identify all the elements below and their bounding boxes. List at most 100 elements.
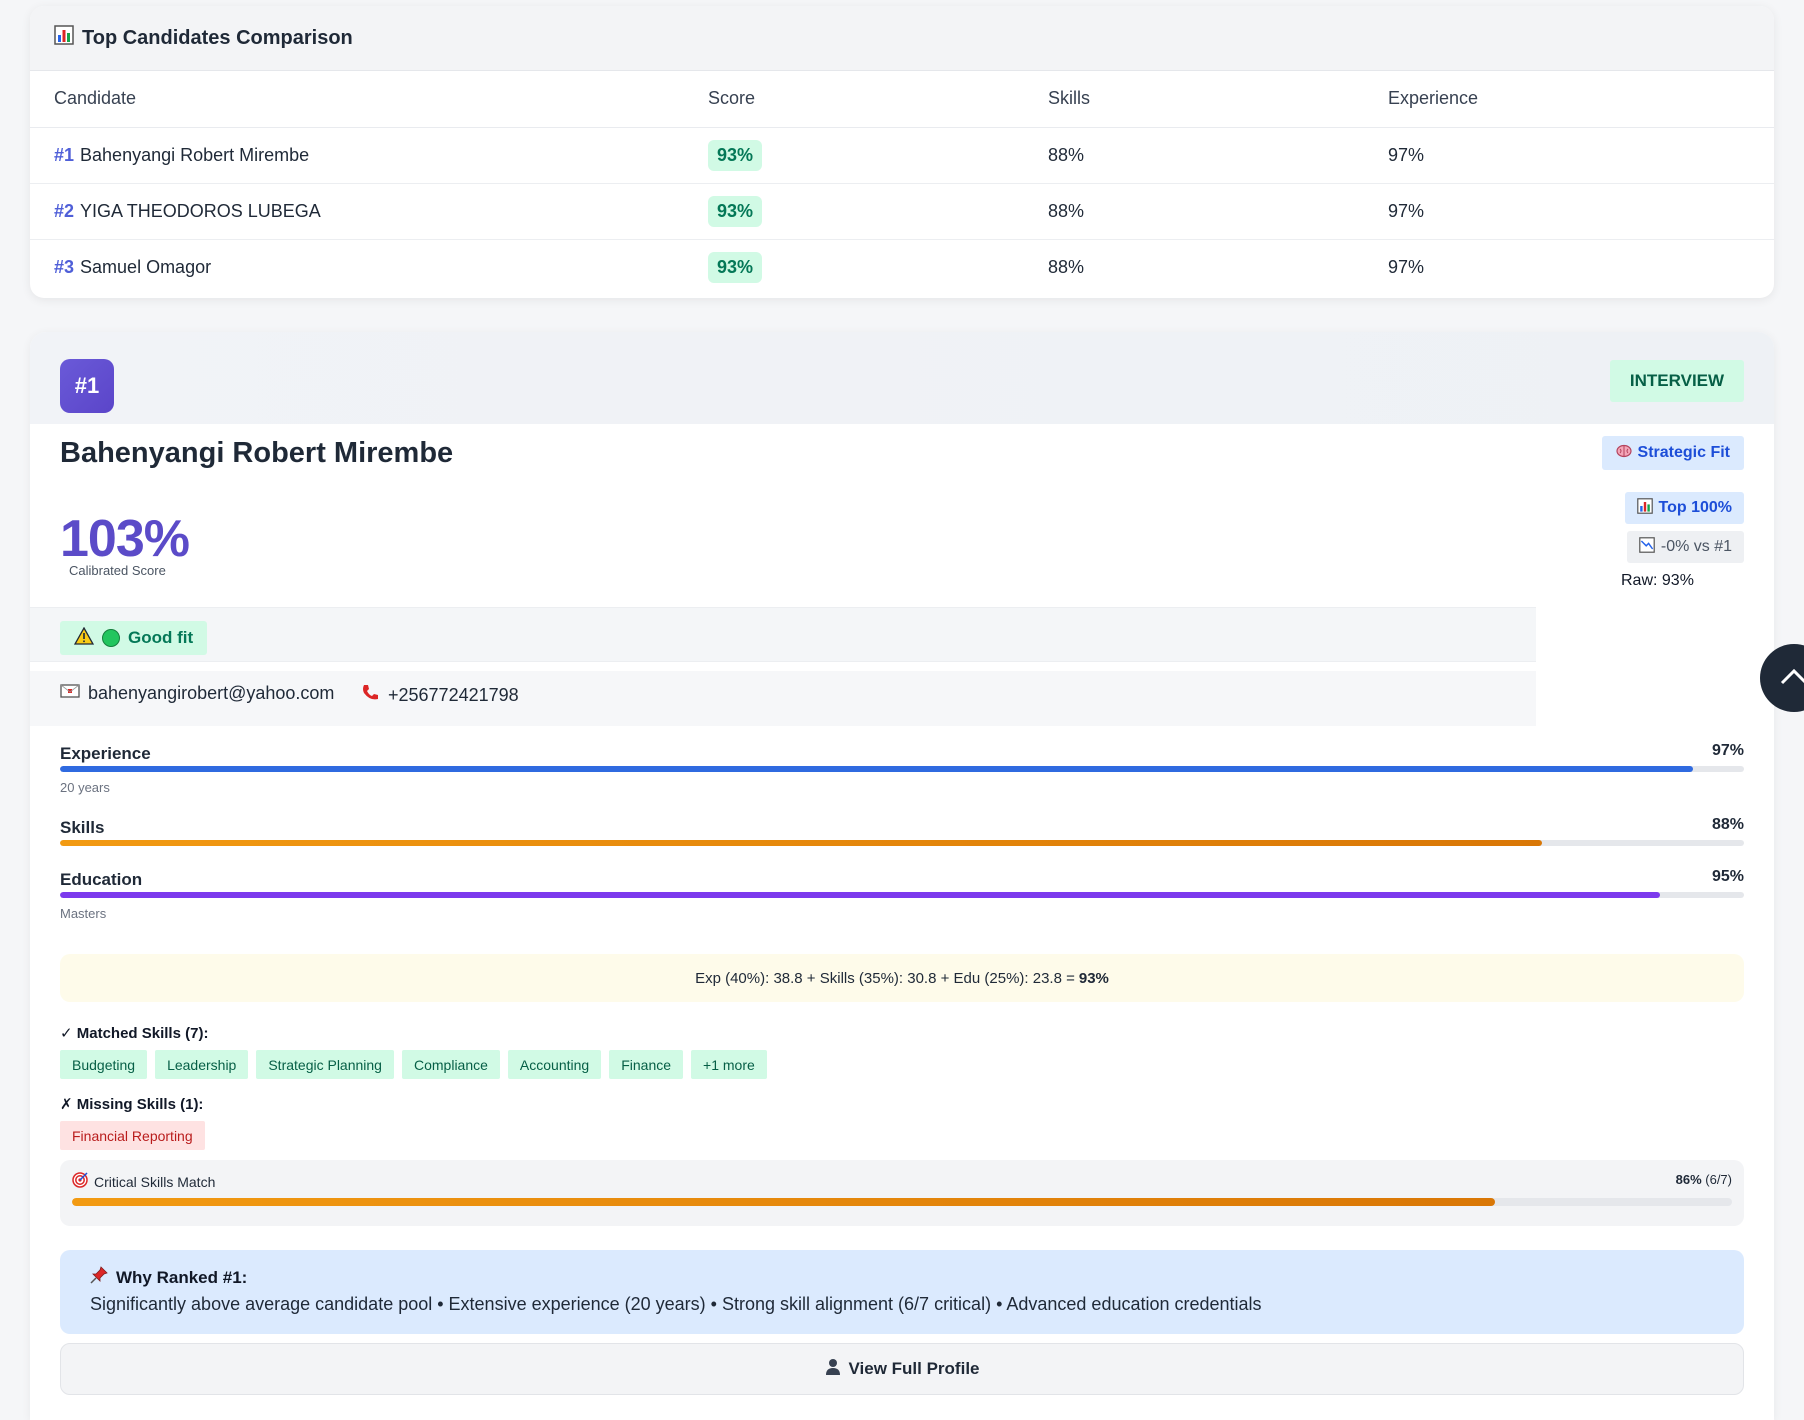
col-experience: Experience	[1388, 71, 1774, 128]
candidate-card: #1 INTERVIEW Bahenyangi Robert Mirembe S…	[30, 332, 1774, 1420]
education-sub: Masters	[60, 906, 107, 921]
bar-chart-icon	[54, 25, 74, 51]
brain-icon	[1615, 444, 1632, 463]
why-ranked-box: Why Ranked #1: Significantly above avera…	[60, 1250, 1744, 1334]
education-value: 95%	[1711, 868, 1744, 885]
col-score: Score	[708, 71, 1048, 128]
calibrated-score-label: Calibrated Score	[69, 563, 166, 578]
skill-chip: Accounting	[507, 1050, 602, 1079]
experience-cell: 97%	[1388, 183, 1774, 240]
skill-chip: Strategic Planning	[256, 1050, 394, 1079]
education-bar-fill	[60, 892, 1660, 898]
missing-skills-heading: ✗ Missing Skills (1):	[60, 1096, 204, 1113]
score-badge: 93%	[708, 139, 763, 171]
skills-label: Skills	[60, 818, 105, 837]
rank-label: #1	[54, 144, 75, 165]
critical-count: (6/7)	[1705, 1172, 1732, 1187]
user-icon	[825, 1358, 841, 1381]
raw-score: Raw: 93%	[1621, 572, 1694, 589]
trend-down-icon	[1639, 536, 1655, 558]
email-contact[interactable]: bahenyangirobert@yahoo.com	[60, 683, 334, 704]
score-badge: 93%	[708, 251, 763, 283]
pushpin-icon	[90, 1266, 108, 1289]
target-icon	[72, 1172, 88, 1191]
score-badge: 93%	[708, 195, 763, 227]
candidate-name: YIGA THEODOROS LUBEGA	[80, 200, 321, 221]
formula-text: Exp (40%): 38.8 + Skills (35%): 30.8 + E…	[695, 969, 1075, 987]
experience-value: 97%	[1711, 742, 1744, 759]
calibrated-score: 103%	[60, 510, 190, 568]
skill-chip: Leadership	[155, 1050, 249, 1079]
skills-cell: 88%	[1048, 127, 1388, 184]
comparison-title: Top Candidates Comparison	[82, 26, 353, 49]
status-badge: INTERVIEW	[1610, 360, 1744, 402]
critical-skills-bar	[72, 1198, 1732, 1206]
rank-label: #3	[54, 256, 75, 277]
chevron-up-icon	[1779, 666, 1804, 691]
skills-value: 88%	[1711, 816, 1744, 833]
phone-text: +256772421798	[388, 685, 519, 705]
missing-skills-list: Financial Reporting	[60, 1121, 205, 1150]
fit-label: Good fit	[128, 628, 194, 647]
contact-strip	[30, 671, 1536, 726]
candidate-name-heading: Bahenyangi Robert Mirembe	[60, 437, 454, 469]
phone-icon	[360, 683, 380, 708]
skills-bar	[60, 840, 1744, 846]
score-formula: Exp (40%): 38.8 + Skills (35%): 30.8 + E…	[60, 954, 1744, 1002]
table-header-row: Candidate Score Skills Experience	[30, 71, 1774, 128]
phone-contact[interactable]: +256772421798	[360, 683, 519, 708]
candidate-card-header	[30, 332, 1774, 424]
comparison-table: Candidate Score Skills Experience #1 Bahe…	[30, 71, 1774, 295]
col-skills: Skills	[1048, 71, 1388, 128]
more-skills-chip[interactable]: +1 more	[691, 1050, 767, 1079]
why-ranked-title-row: Why Ranked #1:	[90, 1266, 247, 1289]
fit-strip	[30, 607, 1536, 662]
green-circle-icon	[102, 629, 120, 647]
strategic-fit-badge: Strategic Fit	[1601, 436, 1744, 470]
skills-cell: 88%	[1048, 256, 1085, 277]
critical-skills-bar-fill	[72, 1198, 1495, 1206]
critical-skills-label: Critical Skills Match	[94, 1173, 216, 1190]
skills-cell: 88%	[1048, 183, 1388, 240]
experience-bar	[60, 766, 1744, 772]
experience-bar-fill	[60, 766, 1694, 772]
experience-label: Experience	[60, 744, 151, 763]
table-row[interactable]: #2 YIGA THEODOROS LUBEGA 93% 88% 97%	[30, 183, 1774, 240]
critical-skills-value: 86% (6/7)	[1676, 1172, 1732, 1187]
critical-percent: 86%	[1675, 1172, 1702, 1187]
matched-skills-list: Budgeting Leadership Strategic Planning …	[60, 1050, 767, 1079]
experience-cell: 97%	[1388, 127, 1774, 184]
experience-cell: 97%	[1388, 256, 1425, 277]
critical-skills-label-row: Critical Skills Match	[72, 1172, 215, 1191]
email-text: bahenyangirobert@yahoo.com	[88, 683, 335, 703]
candidate-cell: #3 Samuel Omagor	[30, 239, 708, 295]
bar-chart-icon	[1636, 497, 1653, 519]
candidate-cell: #2 YIGA THEODOROS LUBEGA	[30, 183, 708, 240]
view-full-profile-label: View Full Profile	[848, 1359, 980, 1378]
candidate-cell: #1 Bahenyangi Robert Mirembe	[30, 127, 708, 184]
score-cell: 93%	[708, 127, 1048, 184]
delta-label: -0% vs #1	[1660, 538, 1732, 555]
view-full-profile-button[interactable]: View Full Profile	[60, 1343, 1744, 1395]
col-candidate: Candidate	[30, 71, 708, 128]
formula-total: 93%	[1078, 969, 1109, 987]
skill-chip: Budgeting	[60, 1050, 148, 1079]
score-cell: 93%	[708, 183, 1048, 240]
skills-bar-fill	[60, 840, 1542, 846]
top-percent-badge: Top 100%	[1624, 492, 1744, 524]
envelope-icon	[60, 683, 80, 704]
skill-chip: Finance	[609, 1050, 684, 1079]
candidate-name: Samuel Omagor	[80, 256, 212, 277]
table-row[interactable]: #3 Samuel Omagor 93% 88% 97%	[30, 239, 1774, 295]
education-label: Education	[60, 870, 143, 889]
matched-skills-heading: ✓ Matched Skills (7):	[60, 1025, 209, 1042]
strategic-fit-label: Strategic Fit	[1637, 444, 1730, 461]
table-row[interactable]: #1 Bahenyangi Robert Mirembe 93% 88% 97%	[30, 127, 1774, 184]
fit-badge: Good fit	[60, 621, 208, 655]
score-cell: 93%	[708, 239, 1048, 295]
rank-label: #2	[54, 200, 75, 221]
skill-chip: Compliance	[401, 1050, 500, 1079]
rank-badge: #1	[60, 359, 114, 413]
experience-sub: 20 years	[60, 780, 110, 795]
missing-skill-chip: Financial Reporting	[60, 1121, 205, 1150]
